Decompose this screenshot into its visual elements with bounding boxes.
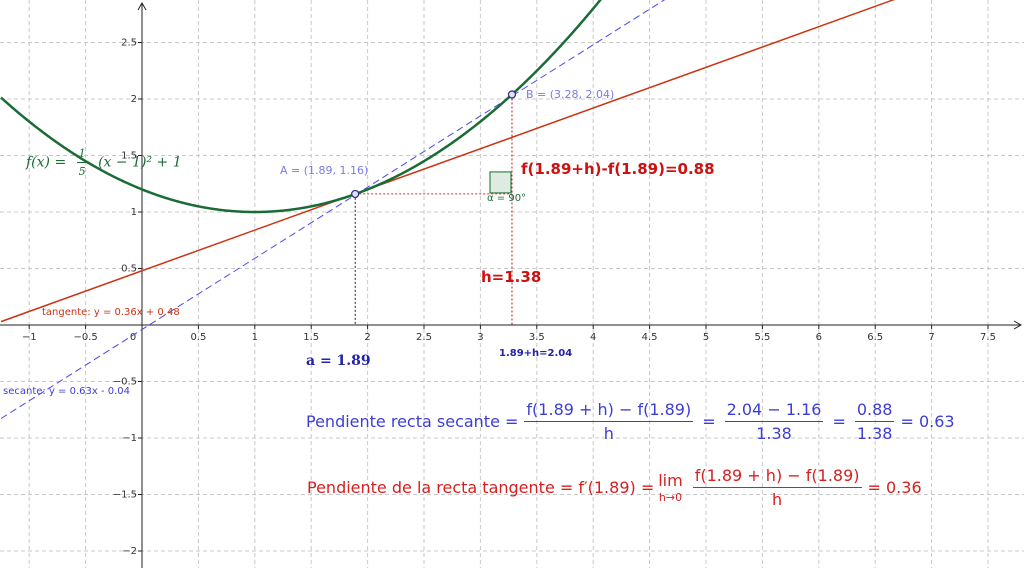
secant-equals-2: =	[832, 412, 846, 431]
secant-fraction-3-num: 0.88	[854, 400, 895, 422]
h-label: h=1.38	[481, 268, 542, 286]
function-label: f(x) = 1 5 (x − 1)² + 1	[26, 147, 182, 178]
function-label-prefix: f(x) =	[26, 154, 67, 171]
tangent-formula-lead: Pendiente de la recta tangente = f′(1.89…	[307, 478, 655, 497]
delta-y-label: f(1.89+h)-f(1.89)=0.88	[521, 160, 715, 178]
y-tick-label: 2.5	[121, 38, 137, 49]
right-angle-marker	[489, 171, 512, 194]
y-tick-label: −1	[122, 433, 137, 444]
point-a-marker	[351, 189, 360, 199]
point-b-marker	[507, 90, 517, 99]
y-tick-label: 1.5	[121, 151, 137, 162]
y-tick-label: 1	[131, 207, 137, 218]
secant-fraction-1-den: h	[603, 424, 614, 443]
x-tick-label: 3	[477, 332, 483, 343]
tangent-fraction-num: f(1.89 + h) − f(1.89)	[692, 466, 862, 488]
a-value-label: a = 1.89	[306, 353, 371, 369]
x-tick-label: 5	[703, 332, 709, 343]
x-tick-label: 2.5	[416, 332, 432, 343]
secant-fraction-2-den: 1.38	[756, 424, 792, 443]
secant-fraction-2: 2.04 − 1.16 1.38	[724, 400, 824, 443]
point-b-label: B = (3.28, 2.04)	[526, 88, 615, 101]
tangent-slope-formula: Pendiente de la recta tangente = f′(1.89…	[307, 466, 922, 509]
a-plus-h-label: 1.89+h=2.04	[499, 348, 573, 359]
x-tick-label: 5.5	[754, 332, 770, 343]
x-tick-label: −1	[22, 332, 37, 343]
limit-operator: lim h→0	[658, 471, 682, 504]
secant-fraction-1-num: f(1.89 + h) − f(1.89)	[524, 400, 694, 422]
tick-labels: −1 −0.5 0 0.5 1 1.5 2 2.5 3 3.5 4 4.5 5 5.5 6 6.5 7 7.5 −2…	[22, 38, 996, 558]
x-axis-arrow	[1013, 320, 1023, 330]
secant-fraction-3-den: 1.38	[856, 424, 893, 443]
tangent-formula-result: = 0.36	[867, 478, 922, 497]
x-tick-label: 6.5	[867, 332, 883, 343]
x-tick-label: 1	[252, 332, 258, 343]
secant-equation-label: secante: y = 0.63x - 0.04	[3, 386, 131, 397]
x-tick-label: 1.5	[303, 332, 319, 343]
secant-formula-result: = 0.63	[900, 412, 955, 431]
angle-label: α = 90°	[487, 193, 527, 204]
x-tick-label: 2	[364, 332, 370, 343]
y-axis-arrow	[137, 1, 147, 11]
secant-fraction-1: f(1.89 + h) − f(1.89) h	[524, 400, 694, 443]
secant-fraction-3: 0.88 1.38	[854, 400, 895, 443]
y-tick-label: −2	[122, 546, 137, 557]
secant-fraction-2-num: 2.04 − 1.16	[724, 400, 824, 422]
secant-equals-1: =	[702, 412, 716, 431]
function-label-num: 1	[76, 147, 88, 163]
x-tick-label: 0	[130, 332, 136, 343]
x-tick-label: 4	[590, 332, 596, 343]
y-tick-label: −0.5	[113, 377, 137, 388]
function-curve	[0, 0, 602, 214]
x-tick-label: 3.5	[529, 332, 545, 343]
point-a-label: A = (1.89, 1.16)	[280, 164, 369, 177]
function-label-fraction: 1 5	[76, 147, 88, 178]
x-tick-label: 7	[928, 332, 934, 343]
marks-group	[351, 90, 517, 325]
function-label-den: 5	[78, 165, 86, 178]
tangent-line	[0, 0, 895, 323]
secant-formula-lead: Pendiente recta secante =	[306, 412, 519, 431]
y-tick-label: 2	[131, 94, 137, 105]
limit-subscript: h→0	[658, 491, 683, 504]
x-tick-label: 4.5	[642, 332, 658, 343]
x-tick-label: 7.5	[980, 332, 996, 343]
secant-slope-formula: Pendiente recta secante = f(1.89 + h) − …	[306, 400, 955, 443]
tangent-equation-label: tangente: y = 0.36x + 0.48	[42, 307, 180, 318]
x-tick-label: 0.5	[190, 332, 206, 343]
limit-word: lim	[658, 471, 683, 490]
y-tick-label: −1.5	[113, 490, 137, 501]
tangent-fraction-den: h	[772, 490, 783, 509]
x-tick-label: 6	[816, 332, 822, 343]
function-label-suffix: (x − 1)² + 1	[98, 154, 182, 171]
x-tick-label: −0.5	[73, 332, 97, 343]
y-tick-label: 0.5	[121, 264, 137, 275]
tangent-fraction: f(1.89 + h) − f(1.89) h	[692, 466, 862, 509]
